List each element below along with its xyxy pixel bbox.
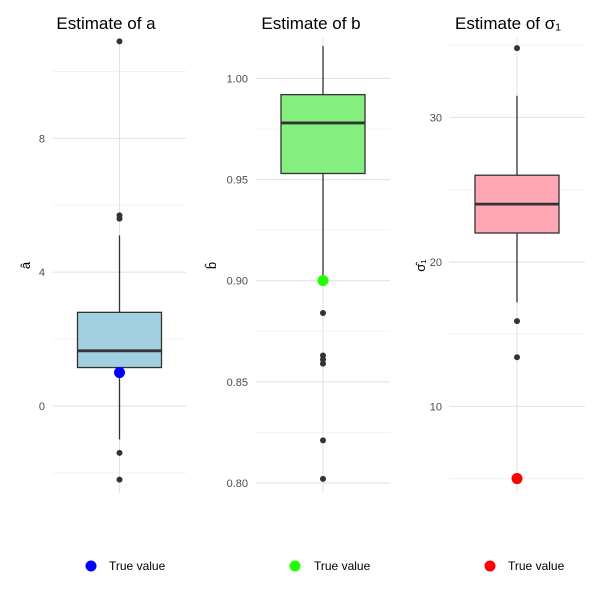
box-iqr (76, 311, 163, 369)
true-value-point (317, 275, 329, 287)
panel-sigma1: 10 20 30 Estimate of σ₁ σ̂₁ True value (413, 14, 585, 573)
legend-label: True value (508, 559, 565, 573)
box-iqr (280, 93, 366, 175)
y-tick-label: 20 (430, 257, 442, 269)
legend-label: True value (109, 559, 166, 573)
y-axis-label: b̂ (204, 262, 219, 269)
y-tick-label: 8 (39, 133, 45, 145)
y-tick-label: 0.90 (227, 276, 248, 288)
panel-title: Estimate of σ₁ (455, 14, 561, 33)
y-tick-label: 0.95 (227, 175, 248, 187)
outlier-point (320, 310, 326, 317)
panel-title: Estimate of a (56, 14, 156, 33)
y-axis-label: â (18, 261, 33, 269)
y-tick-label: 1.00 (227, 73, 248, 85)
legend-marker (85, 560, 97, 572)
outlier-point (320, 437, 326, 444)
y-tick-label: 0.85 (227, 377, 248, 389)
outlier-point (116, 38, 123, 45)
outlier-point (514, 318, 520, 325)
legend-label: True value (314, 559, 371, 573)
y-tick-label: 0 (39, 401, 45, 413)
true-value-point (114, 367, 125, 379)
legend-marker (484, 560, 496, 572)
outlier-point (116, 215, 123, 222)
outlier-point (320, 360, 326, 367)
panel-a: 0 4 8 Estimate of a â True value (18, 14, 186, 573)
outlier-point (320, 475, 326, 482)
outlier-point (116, 476, 123, 483)
true-value-point (511, 473, 523, 485)
y-axis-label: σ̂₁ (413, 259, 428, 272)
y-tick-label: 10 (430, 401, 442, 413)
y-tick-label: 4 (39, 267, 45, 279)
outlier-point (116, 449, 123, 456)
outlier-point (514, 354, 520, 361)
panel-title: Estimate of b (261, 14, 360, 33)
legend-marker (289, 560, 301, 572)
outlier-point (514, 45, 520, 52)
y-tick-label: 30 (430, 112, 442, 124)
panel-b: 0.80 0.85 0.90 0.95 1.00 Estimate of b b̂ True … (204, 14, 390, 573)
y-tick-label: 0.80 (227, 478, 248, 490)
